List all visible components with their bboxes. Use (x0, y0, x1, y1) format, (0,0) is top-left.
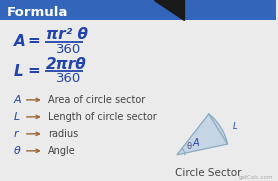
Text: =: = (28, 33, 41, 49)
Text: θ: θ (186, 142, 192, 151)
Text: r: r (14, 129, 19, 139)
Text: Length of circle sector: Length of circle sector (48, 112, 157, 122)
Text: πr² θ: πr² θ (46, 28, 88, 43)
Text: 360: 360 (56, 43, 81, 56)
Text: A: A (192, 138, 199, 148)
Text: L: L (14, 64, 24, 79)
Text: L: L (14, 112, 20, 122)
Text: Circle Sector: Circle Sector (175, 168, 242, 178)
Text: A: A (14, 34, 26, 49)
Polygon shape (177, 114, 227, 155)
Text: =: = (28, 63, 41, 78)
Bar (0, 0, 276, 20)
Text: L: L (232, 123, 237, 131)
Text: Angle: Angle (48, 146, 75, 156)
Text: 360: 360 (56, 72, 81, 85)
Text: radius: radius (48, 129, 78, 139)
Text: Area of circle sector: Area of circle sector (48, 95, 145, 105)
Text: Formula: Formula (7, 7, 68, 20)
Text: getCalc.com: getCalc.com (239, 175, 274, 180)
Text: A: A (14, 95, 21, 105)
Polygon shape (154, 0, 184, 20)
Text: θ: θ (14, 146, 21, 156)
Text: 2πrθ: 2πrθ (46, 57, 86, 72)
